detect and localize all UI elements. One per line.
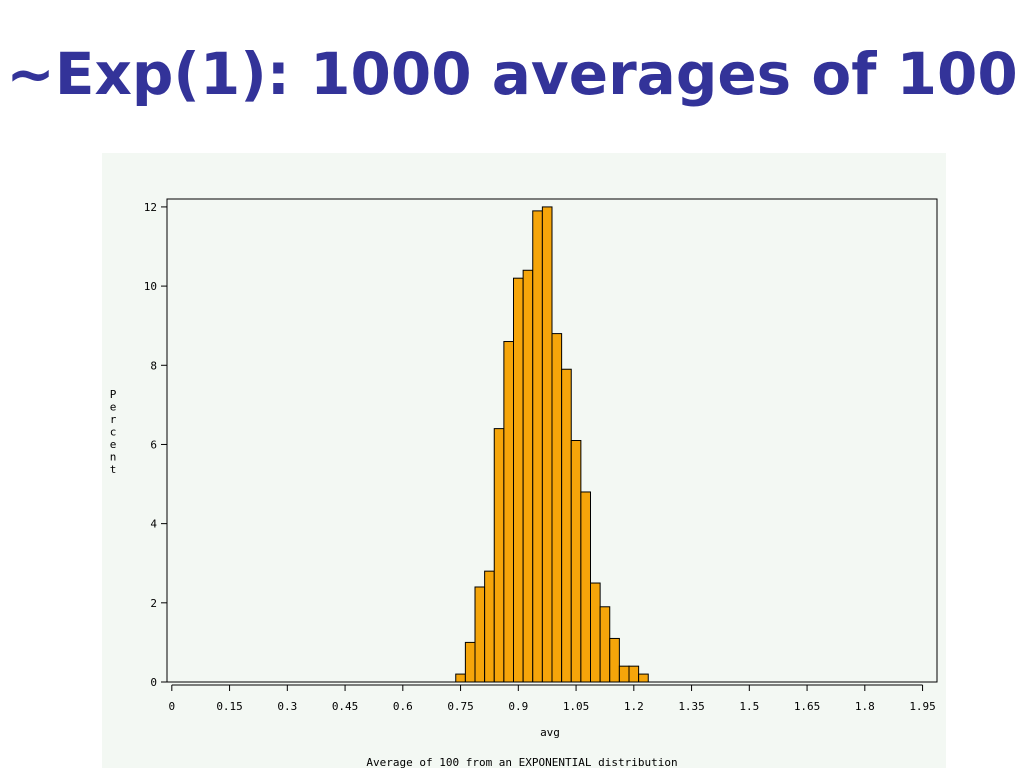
histogram-bar xyxy=(580,491,591,683)
x-tick-label: 0.9 xyxy=(508,700,528,713)
y-axis: 0 2 4 6 8 10 12 xyxy=(144,201,167,689)
y-axis-label-letter: n xyxy=(110,451,117,464)
x-tick-label: 1.35 xyxy=(678,700,705,713)
y-axis-label-letter: r xyxy=(110,413,117,426)
x-tick-label: 0.3 xyxy=(277,700,297,713)
histogram-bar xyxy=(609,637,620,683)
y-axis-label-letter: P xyxy=(110,388,117,401)
x-tick-label: 1.5 xyxy=(739,700,759,713)
histogram-chart: 0 0.15 0.3 0.45 0.6 0.75 0.9 1.05 1.2 1.35 1.5 1.65… xyxy=(102,153,946,768)
x-tick-label: 0.6 xyxy=(393,700,413,713)
x-axis: 0 0.15 0.3 0.45 0.6 0.75 0.9 1.05 1.2 1.35 1.5 1.65… xyxy=(169,684,936,713)
histogram-bar xyxy=(628,665,640,683)
histogram-bar xyxy=(455,673,466,683)
slide-title: ~Exp(1): 1000 averages of 100 xyxy=(6,40,1018,108)
y-tick-label: 2 xyxy=(150,597,157,610)
y-tick-label: 0 xyxy=(150,676,157,689)
histogram-bar xyxy=(638,673,649,683)
y-axis-label-letter: t xyxy=(110,463,117,476)
histogram-bar xyxy=(551,333,563,683)
histogram-bar xyxy=(618,665,630,683)
histogram-bar xyxy=(464,641,476,683)
histogram-bar xyxy=(541,206,553,683)
histogram-bars xyxy=(455,206,649,683)
y-axis-label-letter: c xyxy=(110,426,117,439)
y-tick-label: 10 xyxy=(144,280,157,293)
chart-footnote: Average of 100 from an EXPONENTIAL distr… xyxy=(366,756,677,768)
histogram-bar xyxy=(493,428,505,683)
y-tick-label: 8 xyxy=(150,359,157,372)
x-tick-label: 0.15 xyxy=(216,700,243,713)
histogram-bar xyxy=(599,606,611,683)
y-axis-label-letter: e xyxy=(110,438,117,451)
x-tick-label: 0 xyxy=(169,700,176,713)
x-tick-label: 1.2 xyxy=(624,700,644,713)
histogram-svg: 0 0.15 0.3 0.45 0.6 0.75 0.9 1.05 1.2 1.35 1.5 1.65… xyxy=(110,198,938,768)
y-tick-label: 4 xyxy=(150,518,157,531)
histogram-bar xyxy=(513,277,524,683)
histogram-bar xyxy=(484,570,495,683)
histogram-bar xyxy=(561,368,572,683)
y-tick-label: 6 xyxy=(150,438,157,451)
histogram-bar xyxy=(503,341,514,683)
histogram-bar xyxy=(532,210,543,683)
histogram-bar xyxy=(590,582,601,683)
x-tick-label: 1.05 xyxy=(563,700,590,713)
y-tick-label: 12 xyxy=(144,201,157,214)
x-tick-label: 0.45 xyxy=(332,700,359,713)
histogram-bar xyxy=(474,586,486,683)
histogram-bar xyxy=(570,440,582,683)
x-axis-label: avg xyxy=(540,726,560,739)
x-tick-label: 1.65 xyxy=(794,700,821,713)
x-tick-label: 1.8 xyxy=(855,700,875,713)
x-tick-label: 0.75 xyxy=(447,700,474,713)
histogram-bar xyxy=(522,269,534,683)
x-tick-label: 1.95 xyxy=(909,700,936,713)
y-axis-label-letter: e xyxy=(110,401,117,414)
